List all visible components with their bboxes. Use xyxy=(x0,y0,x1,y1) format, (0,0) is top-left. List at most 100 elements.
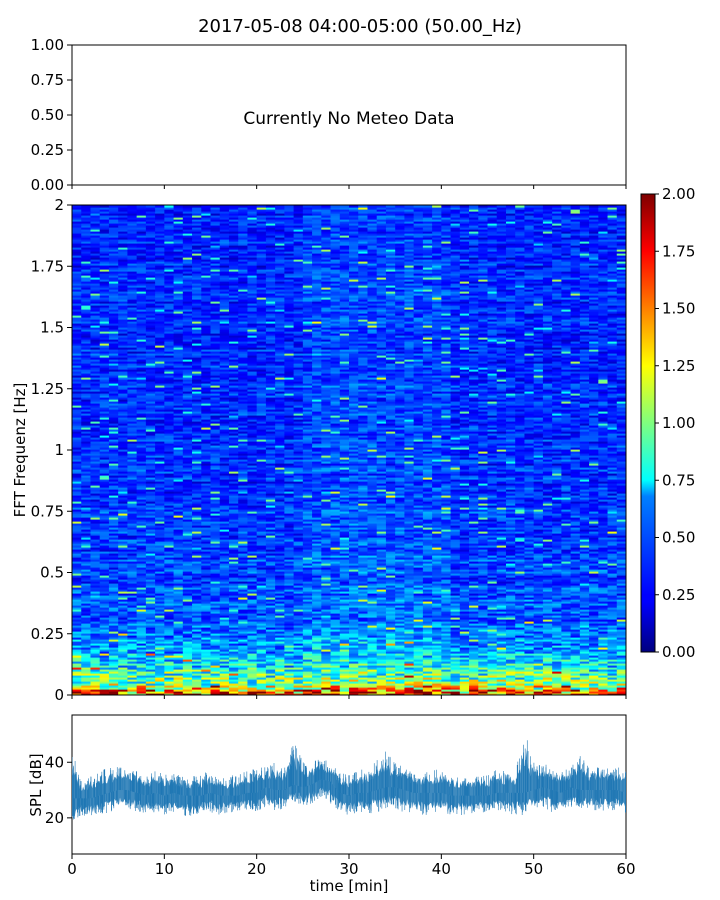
spectrogram-cell xyxy=(256,649,267,652)
spectrogram-cell xyxy=(422,615,433,618)
spectrogram-cell xyxy=(561,581,572,584)
spectrogram-cell xyxy=(478,657,489,660)
spectrogram-cell xyxy=(478,627,489,630)
spectrogram-cell xyxy=(164,665,175,668)
spectrogram-cell xyxy=(201,657,212,660)
spectrogram-cell xyxy=(72,663,82,666)
spectrogram-cell xyxy=(459,673,470,676)
spectrogram-cell xyxy=(118,599,128,602)
spectrogram-cell xyxy=(349,681,359,684)
spectrogram-cell xyxy=(616,677,626,680)
spectrogram-cell xyxy=(201,693,212,695)
spectrogram-cell xyxy=(487,661,498,664)
spectrogram-cell xyxy=(432,599,442,602)
spectrogram-cell xyxy=(210,583,221,586)
spectrogram-cell xyxy=(192,599,202,602)
spectrogram-cell xyxy=(404,653,415,656)
spectrogram-cell xyxy=(358,635,369,638)
spectrogram-cell xyxy=(607,685,618,688)
spectrogram-cell xyxy=(607,655,618,658)
spectrogram-cell xyxy=(367,635,378,638)
spectrogram-cell xyxy=(533,675,544,678)
spectrogram-cell xyxy=(256,583,267,586)
spectrogram-cell xyxy=(81,581,92,584)
spectrogram-cell xyxy=(589,619,599,622)
spectrogram-cell xyxy=(127,569,138,572)
spectrogram-cell xyxy=(607,627,618,630)
spectrogram-cell xyxy=(136,623,147,626)
spectrogram-cell xyxy=(385,613,396,616)
spectrogram-cell xyxy=(265,631,276,634)
spectrogram-cell xyxy=(127,691,138,694)
spectrogram-cell xyxy=(395,583,405,586)
spectrogram-cell xyxy=(579,651,590,654)
spectrogram-cell xyxy=(339,603,350,606)
spectrogram-cell xyxy=(616,583,626,586)
spectrogram-cell xyxy=(404,565,415,568)
spectrogram-cell xyxy=(81,597,92,600)
spectrogram-cell xyxy=(505,653,516,656)
spectrogram-cell xyxy=(81,619,92,622)
spectrogram-cell xyxy=(385,683,396,686)
spectrogram-cell xyxy=(339,647,350,650)
spectrogram-cell xyxy=(182,667,193,670)
spectrogram-cell xyxy=(561,609,572,612)
spectrogram-cell xyxy=(349,635,359,638)
spectrogram-cell xyxy=(367,643,378,646)
spectrogram-cell xyxy=(422,595,433,598)
spectrogram-cell xyxy=(330,617,341,620)
spectrogram-cell xyxy=(487,575,498,578)
spectrogram-cell xyxy=(210,589,221,592)
spectrogram-cell xyxy=(385,629,396,632)
spectrogram-cell xyxy=(598,591,609,594)
spectrogram-cell xyxy=(219,641,230,644)
spectrogram-cell xyxy=(413,685,424,688)
spectrogram-cell xyxy=(256,567,267,570)
spectrogram-cell xyxy=(192,635,202,638)
spectrogram-cell xyxy=(533,587,544,590)
spectrogram-cell xyxy=(330,687,341,690)
spectrogram-cell xyxy=(228,567,239,570)
spectrogram-cell xyxy=(404,623,415,626)
spectrogram-cell xyxy=(155,569,165,572)
spectrogram-cell xyxy=(339,649,350,652)
spectrogram-cell xyxy=(284,657,295,660)
spectrogram-cell xyxy=(422,603,433,606)
spectrogram-cell xyxy=(478,633,489,636)
spectrogram-cell xyxy=(145,621,156,624)
spectrogram-cell xyxy=(598,593,609,596)
spectrogram-cell xyxy=(219,685,230,688)
spectrogram-cell xyxy=(496,645,507,648)
spectrogram-cell xyxy=(293,667,304,670)
spectrogram-cell xyxy=(108,563,119,566)
spectrogram-cell xyxy=(598,587,609,590)
spectrogram-cell xyxy=(358,631,369,634)
spectrogram-cell xyxy=(238,647,249,650)
spectrogram-cell xyxy=(302,563,313,566)
spectrogram-cell xyxy=(542,585,553,588)
spectrogram-cell xyxy=(192,589,202,592)
spectrogram-cell xyxy=(413,643,424,646)
spectrogram-cell xyxy=(616,565,626,568)
spectrogram-cell xyxy=(459,691,470,694)
spectrogram-cell xyxy=(293,605,304,608)
spectrogram-cell xyxy=(496,675,507,678)
spectrogram-cell xyxy=(284,571,295,574)
spectrogram-cell xyxy=(173,615,184,618)
spectrogram-cell xyxy=(265,607,276,610)
spectrogram-cell xyxy=(302,657,313,660)
spectrogram-cell xyxy=(275,691,285,694)
spectrogram-cell xyxy=(349,571,359,574)
spectrogram-cell xyxy=(496,625,507,628)
spectrogram-cell xyxy=(90,641,101,644)
spectrogram-cell xyxy=(598,635,609,638)
spectrogram-cell xyxy=(247,657,258,660)
spectrogram-cell xyxy=(201,641,212,644)
spectrogram-cell xyxy=(552,569,562,572)
spectrogram-cell xyxy=(210,657,221,660)
spectrogram-cell xyxy=(542,687,553,690)
spectrogram-cell xyxy=(182,651,193,654)
spectrogram-cell xyxy=(542,633,553,636)
spectrogram-cell xyxy=(413,653,424,656)
spectrogram-cell xyxy=(376,681,387,684)
